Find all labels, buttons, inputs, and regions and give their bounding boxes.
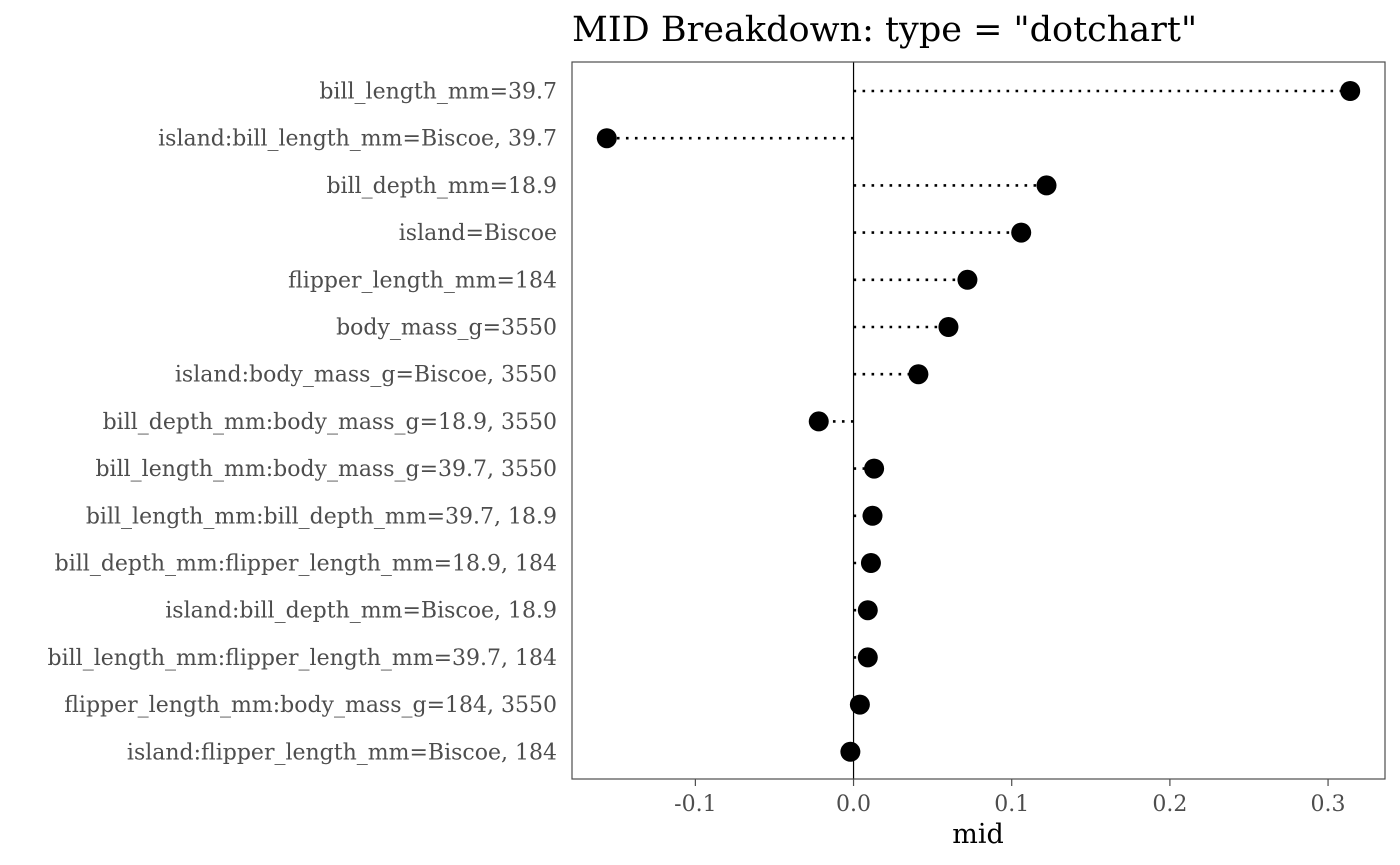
data-point bbox=[808, 411, 829, 432]
y-tick-label: flipper_length_mm=184 bbox=[288, 268, 557, 293]
data-point bbox=[864, 458, 885, 479]
x-axis-label: mid bbox=[952, 819, 1004, 850]
data-point bbox=[908, 364, 929, 385]
data-point bbox=[840, 741, 861, 762]
x-tick-label: 0.0 bbox=[836, 792, 871, 817]
y-tick-label: flipper_length_mm:body_mass_g=184, 3550 bbox=[64, 693, 557, 718]
x-tick-label: 0.3 bbox=[1311, 792, 1346, 817]
plot-panel-border bbox=[571, 61, 1386, 780]
y-tick-label: island:body_mass_g=Biscoe, 3550 bbox=[175, 363, 557, 388]
dotted-segments bbox=[606, 89, 1351, 754]
y-axis-labels: bill_length_mm=39.7 island:bill_length_mm… bbox=[48, 80, 558, 766]
x-tick-label: 0.1 bbox=[994, 792, 1029, 817]
data-point bbox=[849, 694, 870, 715]
data-point bbox=[938, 317, 959, 337]
data-point bbox=[596, 128, 617, 149]
data-point bbox=[860, 553, 881, 573]
data-point bbox=[862, 505, 883, 526]
y-tick-label: island:bill_length_mm=Biscoe, 39.7 bbox=[158, 127, 557, 152]
x-tick-label: -0.1 bbox=[674, 792, 716, 817]
y-tick-label: bill_length_mm:flipper_length_mm=39.7, 1… bbox=[48, 646, 558, 671]
x-axis-ticks: -0.1 0.0 0.1 0.2 0.3 bbox=[674, 779, 1346, 817]
y-tick-label: bill_depth_mm=18.9 bbox=[326, 174, 557, 199]
data-point bbox=[1340, 81, 1361, 101]
y-tick-label: bill_length_mm:body_mass_g=39.7, 3550 bbox=[95, 457, 557, 482]
y-tick-label: island:flipper_length_mm=Biscoe, 184 bbox=[127, 740, 557, 765]
y-tick-label: bill_length_mm:bill_depth_mm=39.7, 18.9 bbox=[86, 504, 557, 529]
x-tick-label: 0.2 bbox=[1152, 792, 1187, 817]
chart-title: MID Breakdown: type = "dotchart" bbox=[572, 10, 1197, 50]
y-tick-label: island=Biscoe bbox=[399, 221, 557, 246]
data-points bbox=[596, 81, 1361, 762]
y-tick-label: bill_length_mm=39.7 bbox=[319, 80, 557, 105]
y-tick-label: bill_depth_mm:body_mass_g=18.9, 3550 bbox=[103, 410, 557, 435]
data-point bbox=[957, 269, 978, 290]
data-point bbox=[1036, 175, 1057, 196]
data-point bbox=[857, 647, 878, 668]
data-point bbox=[1011, 222, 1032, 243]
data-point bbox=[857, 600, 878, 621]
y-tick-label: body_mass_g=3550 bbox=[336, 316, 557, 341]
y-tick-label: island:bill_depth_mm=Biscoe, 18.9 bbox=[165, 599, 557, 624]
y-tick-label: bill_depth_mm:flipper_length_mm=18.9, 18… bbox=[55, 552, 557, 577]
